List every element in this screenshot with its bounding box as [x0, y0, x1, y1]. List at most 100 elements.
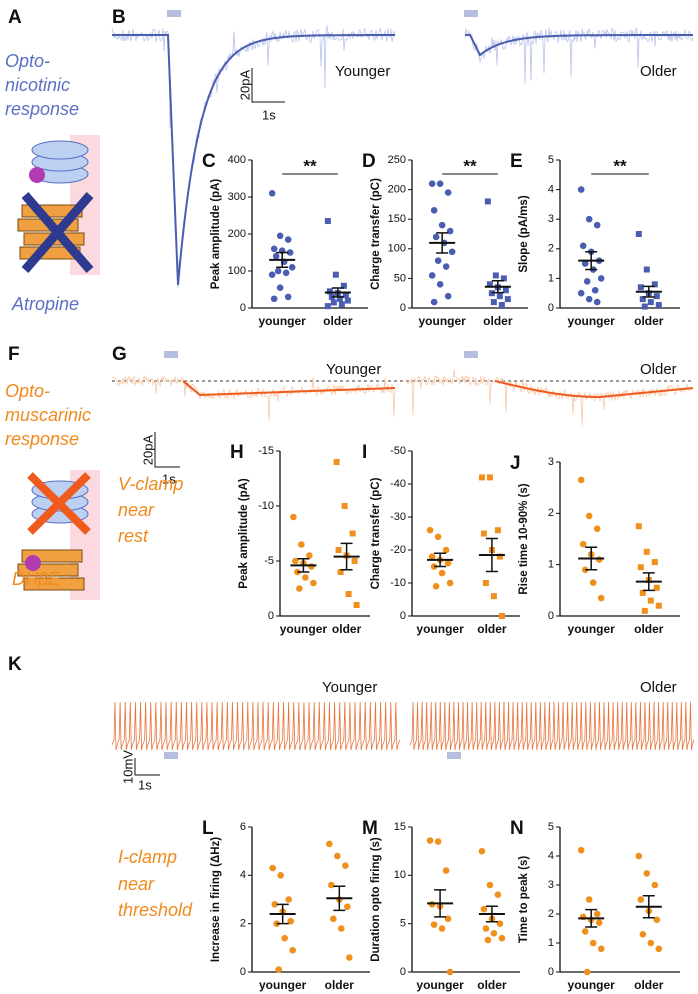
x-tick-label: older	[483, 314, 513, 328]
error-bar	[585, 546, 598, 571]
data-point	[655, 945, 663, 953]
data-point	[583, 278, 591, 285]
x-tick-label: older	[634, 314, 664, 328]
data-point	[480, 530, 487, 537]
data-point	[486, 881, 494, 889]
data-point	[597, 594, 605, 602]
data-point	[276, 284, 284, 291]
figure-text: near	[118, 500, 155, 520]
figure-text: G	[112, 344, 127, 365]
figure-text: Younger	[326, 361, 381, 378]
data-point	[498, 613, 505, 619]
y-tick-label: 2	[548, 507, 554, 519]
data-point	[344, 903, 351, 911]
figure-text: 1s	[138, 777, 152, 792]
data-point	[647, 939, 655, 947]
x-tick-label: younger	[568, 314, 616, 328]
data-point	[346, 954, 353, 961]
data-point	[585, 215, 593, 223]
block-x	[27, 472, 91, 535]
y-axis-label: Increase in firing (ΔHz)	[210, 837, 222, 962]
data-point	[438, 925, 446, 932]
data-point	[271, 901, 278, 908]
data-point	[641, 607, 648, 614]
panel-label: D	[362, 151, 376, 172]
y-tick-label: 4	[548, 184, 554, 196]
panel-label: I	[362, 442, 367, 463]
x-tick-label: younger	[416, 622, 464, 636]
data-point	[345, 591, 352, 597]
data-point	[577, 846, 585, 854]
data-point	[432, 583, 440, 590]
y-tick-label: 3	[548, 879, 554, 891]
figure-text: Older	[640, 361, 677, 378]
data-point	[287, 917, 294, 925]
figure-text: Atropine	[11, 294, 79, 314]
data-point	[426, 526, 434, 534]
panel-label: J	[510, 453, 521, 474]
data-point	[438, 221, 446, 229]
y-tick-label: 300	[228, 191, 246, 203]
scale-bar	[134, 758, 160, 776]
data-point	[276, 232, 284, 240]
x-tick-label: older	[477, 622, 507, 636]
data-point	[651, 881, 659, 889]
data-point	[442, 546, 450, 554]
data-point	[490, 930, 498, 937]
data-point	[585, 512, 593, 520]
data-point	[490, 299, 497, 306]
y-tick-label: 3	[548, 456, 554, 468]
y-tick-label: 10	[394, 869, 406, 881]
data-point	[282, 269, 290, 277]
stim-marks	[464, 10, 478, 17]
data-point	[595, 919, 603, 926]
significance-label: **	[463, 156, 477, 175]
data-point	[504, 296, 511, 303]
data-point	[296, 585, 303, 592]
fit-trace	[182, 380, 395, 396]
data-point	[583, 968, 591, 976]
data-point	[274, 267, 282, 275]
data-point	[335, 547, 342, 553]
error-bar	[434, 889, 447, 918]
y-tick-label: 0	[400, 302, 406, 314]
error-bar	[585, 251, 598, 271]
x-tick-label: younger	[416, 978, 464, 992]
data-point	[494, 891, 502, 898]
data-point	[286, 249, 294, 256]
data-point	[486, 281, 493, 288]
figure-text: threshold	[118, 900, 193, 920]
data-point	[442, 867, 450, 874]
y-tick-label: 0	[548, 610, 554, 622]
data-point	[290, 513, 297, 521]
data-point	[593, 298, 601, 306]
ligand	[25, 555, 41, 571]
y-tick-label: 5	[548, 154, 554, 166]
y-tick-label: -10	[258, 500, 274, 512]
data-point	[430, 921, 438, 928]
y-axis-label: Peak amplitude (pA)	[210, 179, 222, 290]
y-tick-label: 0	[548, 302, 554, 314]
data-point	[484, 936, 492, 944]
data-point	[308, 563, 315, 570]
data-point	[502, 287, 509, 294]
figure-text: B	[112, 7, 126, 28]
block-x	[21, 192, 94, 273]
data-point	[344, 297, 351, 304]
fit-trace	[494, 380, 694, 398]
error-bar	[491, 280, 504, 294]
y-axis-label: Peak amplitude (pA)	[238, 478, 250, 589]
data-point	[446, 579, 454, 587]
data-point	[498, 302, 505, 309]
data-point	[446, 968, 454, 976]
stim-marks	[447, 752, 461, 759]
error-bar	[333, 885, 346, 912]
data-point	[482, 580, 489, 586]
y-tick-label: -10	[390, 577, 406, 589]
data-point	[432, 233, 440, 241]
data-point	[338, 925, 345, 932]
y-tick-label: 1	[548, 559, 554, 571]
data-point	[328, 881, 335, 889]
data-point	[585, 896, 593, 903]
